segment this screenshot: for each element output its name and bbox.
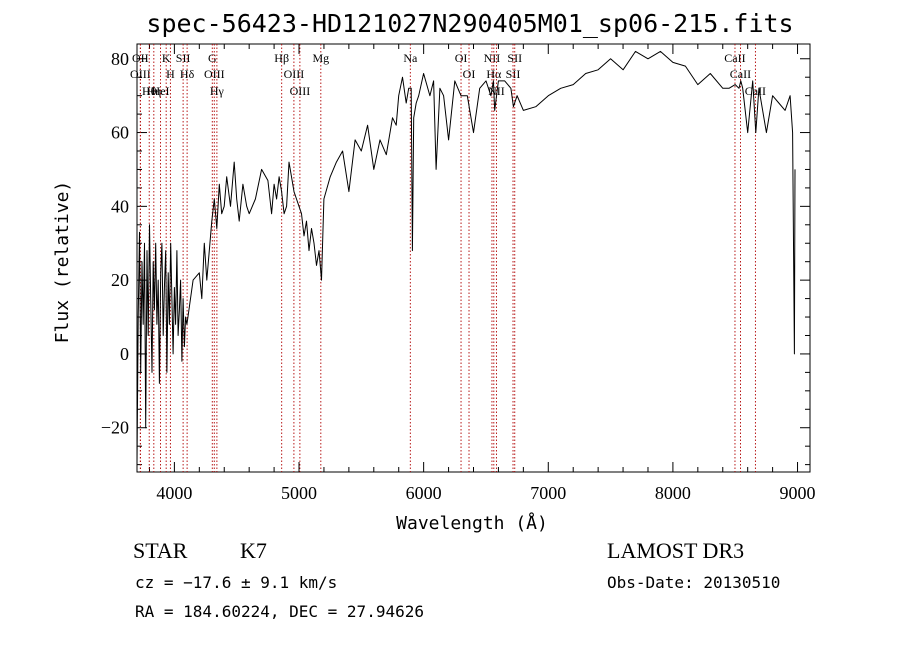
x-axis-label: Wavelength (Å) [396, 512, 548, 534]
obs-date-text: Obs-Date: 20130510 [607, 573, 781, 592]
line-marker-label: SII [506, 67, 521, 81]
y-tick-label: 20 [111, 270, 129, 290]
y-tick-label: 60 [111, 123, 129, 143]
line-marker-label: HeI [152, 84, 170, 98]
y-tick-label: 40 [111, 196, 129, 216]
line-marker-label: H [166, 67, 175, 81]
y-tick-label: 80 [111, 49, 129, 69]
line-marker-label: NII [484, 51, 501, 65]
line-marker-label: OI [455, 51, 468, 65]
y-tick-label: −20 [101, 418, 129, 438]
line-marker-label: Hγ [210, 84, 225, 98]
object-class: STAR [133, 538, 188, 563]
line-marker-label: Na [403, 51, 418, 65]
line-marker-label: Hβ [274, 51, 289, 65]
spectrum-line [136, 50, 796, 465]
object-subclass: K7 [240, 538, 267, 563]
line-marker-label: CaII [730, 67, 751, 81]
line-marker-label: CaII [745, 84, 766, 98]
line-marker-label: OIII [290, 84, 311, 98]
line-marker-label: OIII [204, 67, 225, 81]
line-marker-label: OI [463, 67, 476, 81]
line-marker-label: Hη [146, 84, 161, 98]
redshift-text: cz = −17.6 ± 9.1 km/s [135, 573, 338, 592]
coordinates-text: RA = 184.60224, DEC = 27.94626 [135, 602, 424, 621]
line-marker-label: Hθ [142, 84, 157, 98]
line-marker-label: OIII [284, 67, 305, 81]
spectrum-chart: spec-56423-HD121027N290405M01_sp06-215.f… [52, 9, 816, 534]
x-tick-label: 9000 [780, 483, 816, 503]
x-tick-label: 7000 [530, 483, 566, 503]
line-marker-label: Hδ [180, 67, 195, 81]
line-marker-label: Hα [486, 67, 502, 81]
x-tick-label: 4000 [156, 483, 192, 503]
y-axis-label: Flux (relative) [52, 181, 73, 344]
line-marker-label: SII [176, 51, 191, 65]
y-tick-label: 0 [120, 344, 129, 364]
emission-line-markers: OIIOIIIHθHηHeIKHSIIHδGOIIIHγHβOIIIOIIIMg… [130, 44, 766, 472]
x-tick-label: 6000 [406, 483, 442, 503]
chart-title: spec-56423-HD121027N290405M01_sp06-215.f… [146, 9, 793, 38]
line-marker-label: Mg [312, 51, 329, 65]
x-tick-label: 8000 [655, 483, 691, 503]
line-marker-label: K [162, 51, 171, 65]
line-marker-label: G [208, 51, 217, 65]
survey-name: LAMOST DR3 [607, 538, 745, 563]
line-marker-label: SII [507, 51, 522, 65]
axes: 4000 5000 6000 7000 8000 9000 −20 0 20 40 60 80 [101, 43, 816, 503]
x-tick-label: 5000 [281, 483, 317, 503]
plot-frame [136, 43, 811, 473]
line-marker-label: CaII [724, 51, 745, 65]
spectrum-series [136, 50, 796, 465]
line-marker-label: OIII [130, 67, 151, 81]
